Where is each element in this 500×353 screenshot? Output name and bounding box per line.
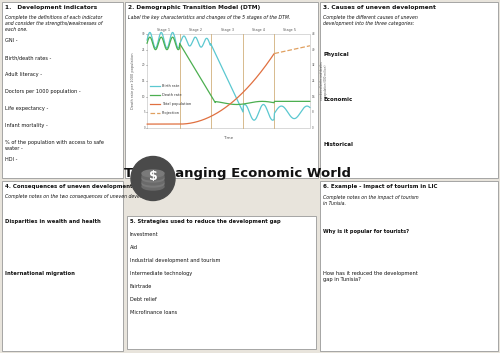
Text: 5: 5: [144, 110, 145, 114]
Text: 4. Consequences of uneven development:: 4. Consequences of uneven development:: [5, 184, 135, 189]
Text: Complete the different causes of uneven
development into the three categories:: Complete the different causes of uneven …: [323, 15, 418, 26]
Circle shape: [131, 156, 175, 201]
Bar: [320, 2, 498, 178]
Text: 32: 32: [312, 63, 316, 67]
Text: Stage 5: Stage 5: [283, 28, 296, 32]
Text: Physical: Physical: [323, 52, 349, 57]
Text: Stage 4: Stage 4: [252, 28, 265, 32]
Text: Stage 3: Stage 3: [221, 28, 234, 32]
Text: 5. Strategies used to reduce the development gap: 5. Strategies used to reduce the develop…: [130, 219, 281, 224]
Text: Life expectancy -: Life expectancy -: [5, 106, 48, 111]
Text: $: $: [148, 170, 158, 183]
Text: Disparities in wealth and health: Disparities in wealth and health: [5, 219, 101, 224]
Text: Why is it popular for tourists?: Why is it popular for tourists?: [323, 229, 409, 234]
Text: Debt relief: Debt relief: [130, 297, 157, 302]
Text: Stage 2: Stage 2: [188, 28, 202, 32]
Bar: [127, 216, 316, 349]
Ellipse shape: [142, 183, 164, 190]
Text: Adult literacy -: Adult literacy -: [5, 72, 42, 77]
Text: Death rate per 1000 population: Death rate per 1000 population: [131, 53, 135, 109]
Bar: [147, 34, 310, 128]
Text: HDI -: HDI -: [5, 157, 18, 162]
Text: The Changing Economic World: The Changing Economic World: [124, 167, 352, 180]
Text: combined births and deaths
population (000 million): combined births and deaths population (0…: [320, 62, 328, 100]
Text: Complete notes on the two consequences of uneven development:: Complete notes on the two consequences o…: [5, 194, 160, 199]
Ellipse shape: [142, 170, 164, 177]
Text: 16: 16: [312, 95, 316, 99]
Text: 15: 15: [142, 79, 145, 83]
Text: 6. Example - Impact of tourism in LIC: 6. Example - Impact of tourism in LIC: [323, 184, 438, 189]
Text: Aid: Aid: [130, 245, 138, 250]
Ellipse shape: [142, 175, 164, 182]
Ellipse shape: [142, 180, 164, 187]
Text: Historical: Historical: [323, 142, 353, 147]
Text: Total population: Total population: [162, 102, 191, 106]
Text: Investment: Investment: [130, 232, 158, 237]
Text: 40: 40: [312, 48, 316, 52]
Text: Death rate: Death rate: [162, 93, 182, 97]
Text: Label the key characteristics and changes of the 5 stages of the DTM.: Label the key characteristics and change…: [128, 15, 290, 20]
Text: International migration: International migration: [5, 271, 75, 276]
Text: How has it reduced the development
gap in Tunisia?: How has it reduced the development gap i…: [323, 271, 418, 282]
Bar: [125, 2, 318, 178]
Text: 30: 30: [142, 32, 145, 36]
Bar: [2, 2, 123, 178]
Bar: [2, 181, 123, 351]
Bar: [320, 181, 498, 351]
Text: % of the population with access to safe
water -: % of the population with access to safe …: [5, 140, 104, 151]
Text: Birth rate: Birth rate: [162, 84, 180, 88]
Text: Complete the definitions of each indicator
and consider the strengths/weaknesses: Complete the definitions of each indicat…: [5, 15, 102, 32]
Text: 0: 0: [144, 126, 145, 130]
Text: Industrial development and tourism: Industrial development and tourism: [130, 258, 220, 263]
Text: 20: 20: [142, 63, 145, 67]
Text: Stage 1: Stage 1: [157, 28, 170, 32]
Ellipse shape: [142, 178, 164, 185]
Text: Birth/death rates -: Birth/death rates -: [5, 55, 52, 60]
Text: Time: Time: [224, 136, 234, 140]
Text: 2. Demographic Transition Model (DTM): 2. Demographic Transition Model (DTM): [128, 5, 260, 10]
Text: 0: 0: [312, 126, 314, 130]
Text: 10: 10: [142, 95, 145, 99]
Text: 25: 25: [142, 48, 145, 52]
Text: 8: 8: [312, 110, 314, 114]
Text: Microfinance loans: Microfinance loans: [130, 310, 177, 315]
Text: Fairtrade: Fairtrade: [130, 284, 152, 289]
Text: Economic: Economic: [323, 97, 352, 102]
Text: Intermediate technology: Intermediate technology: [130, 271, 192, 276]
Ellipse shape: [142, 173, 164, 180]
Text: 24: 24: [312, 79, 316, 83]
Text: Infant mortality -: Infant mortality -: [5, 123, 48, 128]
Text: GNI -: GNI -: [5, 38, 18, 43]
Text: 48: 48: [312, 32, 316, 36]
Text: 3. Causes of uneven development: 3. Causes of uneven development: [323, 5, 436, 10]
Text: Complete notes on the impact of tourism
in Tunisia.: Complete notes on the impact of tourism …: [323, 195, 418, 206]
Text: 1.   Development indicators: 1. Development indicators: [5, 5, 97, 10]
Text: Projection: Projection: [162, 111, 180, 115]
Text: Doctors per 1000 population -: Doctors per 1000 population -: [5, 89, 80, 94]
